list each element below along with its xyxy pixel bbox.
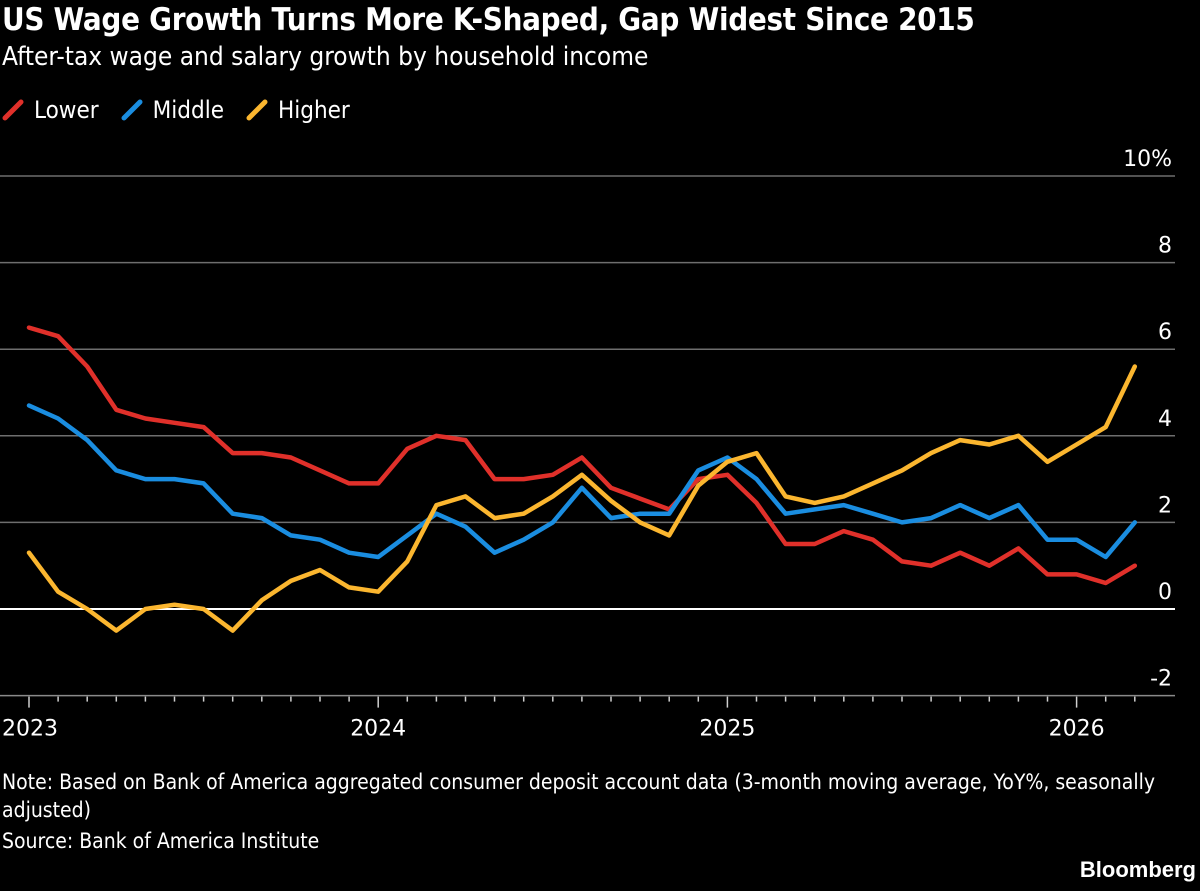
gridlines [0,175,1175,697]
chart-subtitle: After-tax wage and salary growth by hous… [2,42,649,72]
legend-item-higher: Higher [246,96,350,124]
legend-swatch-higher [246,99,268,121]
chart-title: US Wage Growth Turns More K-Shaped, Gap … [2,2,975,38]
x-tick-label: 2025 [699,717,755,742]
series-line-middle [26,403,1138,560]
x-tick-label: 2026 [1049,717,1105,742]
y-tick-label: 10% [1123,147,1172,172]
y-tick-label: 6 [1158,320,1172,345]
legend-label-lower: Lower [34,96,99,124]
series-line-higher [26,364,1138,633]
y-tick-label: 4 [1158,407,1172,432]
legend-item-lower: Lower [2,96,99,124]
bloomberg-logo: Bloomberg [1079,857,1196,882]
y-tick-label: 8 [1158,234,1172,259]
legend-item-middle: Middle [121,96,224,124]
y-tick-label: -2 [1150,667,1172,692]
legend-label-middle: Middle [152,96,224,124]
legend-label-higher: Higher [277,96,350,124]
legend-swatch-middle [121,99,143,121]
chart-source: Source: Bank of America Institute [2,829,320,853]
y-tick-label: 0 [1158,580,1172,605]
x-tick-label: 2024 [350,717,406,742]
y-tick-label: 2 [1158,493,1172,518]
series-line-lower [26,325,1138,586]
x-tick-label: 2023 [2,717,58,742]
y-axis-labels: -2 0 2 4 6 8 10% [1123,147,1172,692]
legend: Lower Middle Higher [2,96,350,124]
series-lines [26,325,1138,633]
legend-swatch-lower [2,99,24,121]
chart-note: Note: Based on Bank of America aggregate… [2,770,1156,822]
x-axis: 2023 2024 2025 2026 [2,696,1136,742]
